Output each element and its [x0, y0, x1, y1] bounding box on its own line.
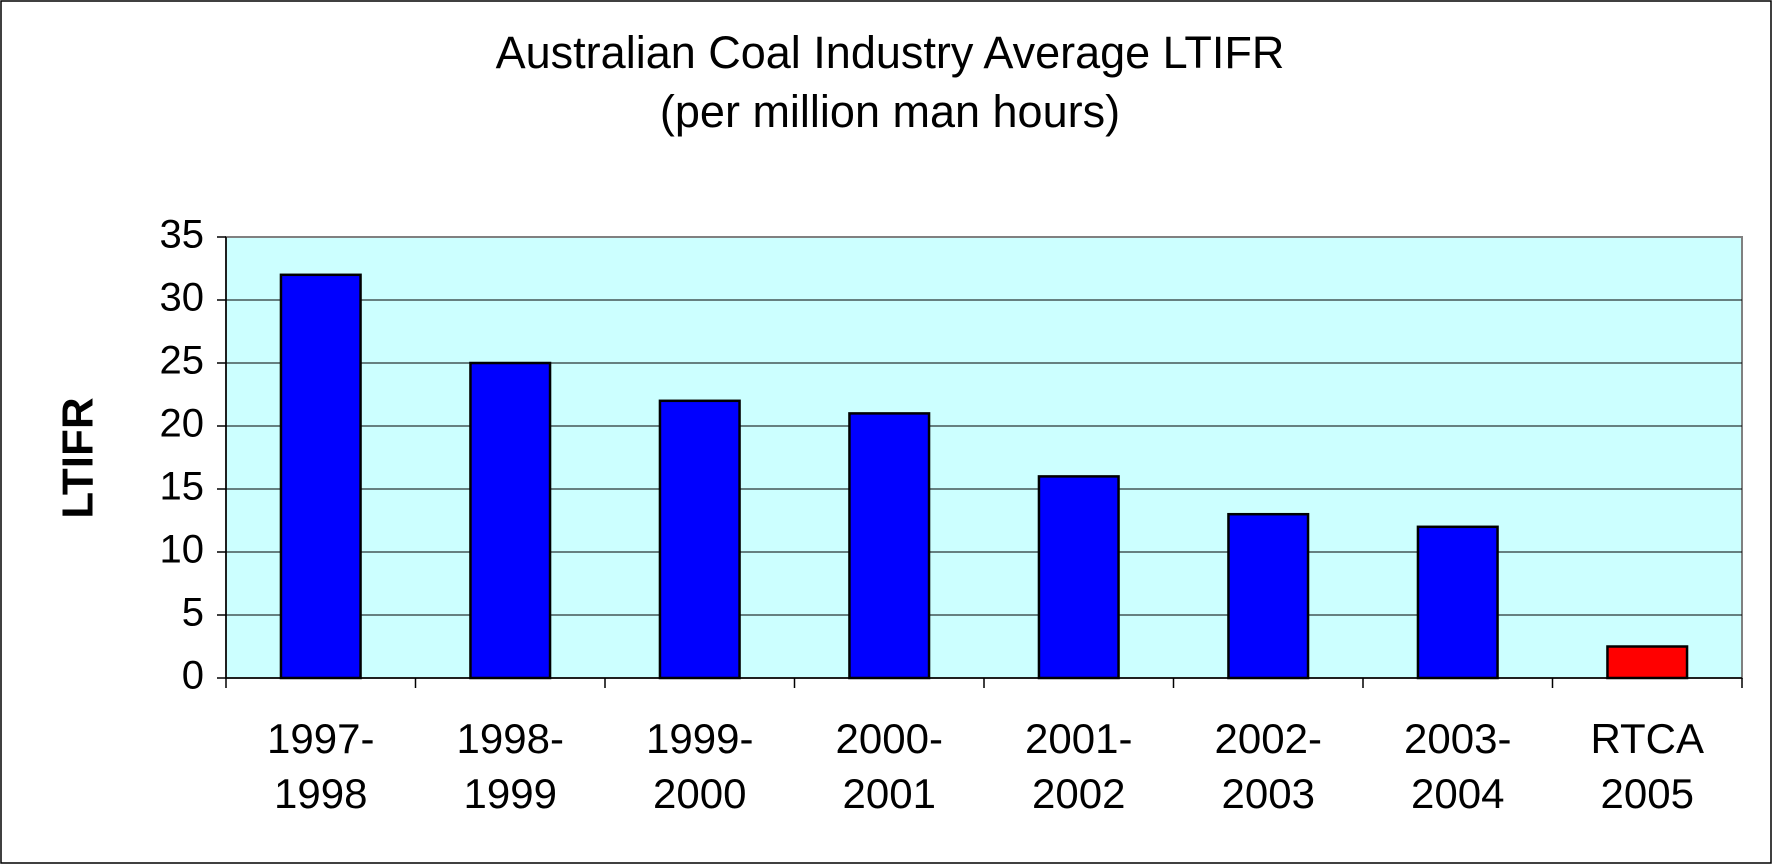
bar — [1606, 645, 1689, 680]
x-tick-label: 1998- — [457, 715, 564, 762]
x-tick-label: 2000- — [836, 715, 943, 762]
bar — [1227, 512, 1310, 680]
plot-area — [225, 236, 1743, 679]
x-tick-label: 2005 — [1601, 770, 1694, 817]
x-tick-label: 2003 — [1222, 770, 1315, 817]
bar — [279, 273, 362, 680]
x-tick-label: 2001 — [843, 770, 936, 817]
y-tick-label: 15 — [160, 465, 205, 509]
x-tick-label: 2002- — [1215, 715, 1322, 762]
chart-subtitle: (per million man hours) — [660, 86, 1120, 137]
chart-title: Australian Coal Industry Average LTIFR — [496, 27, 1285, 78]
bar — [1416, 525, 1499, 680]
y-axis-label: LTIFR — [54, 397, 103, 518]
x-tick-label: 2000 — [653, 770, 746, 817]
bar — [1037, 475, 1120, 680]
x-tick-label: 2004 — [1411, 770, 1504, 817]
bar — [848, 412, 931, 680]
y-tick-label: 5 — [182, 591, 204, 635]
x-tick-label: 2001- — [1025, 715, 1132, 762]
y-tick-label: 35 — [160, 213, 205, 257]
x-tick-label: 2003- — [1404, 715, 1511, 762]
y-tick-label: 30 — [160, 276, 205, 320]
x-tick-label: RTCA — [1590, 715, 1704, 762]
y-tick-label: 20 — [160, 402, 205, 446]
bar — [469, 361, 552, 680]
x-tick-label: 1999 — [464, 770, 557, 817]
x-tick-label: 1998 — [274, 770, 367, 817]
bar — [658, 399, 741, 680]
x-tick-label: 2002 — [1032, 770, 1125, 817]
x-tick-label: 1997- — [267, 715, 374, 762]
y-tick-label: 0 — [182, 654, 204, 698]
y-tick-label: 10 — [160, 528, 205, 572]
y-tick-label: 25 — [160, 339, 205, 383]
x-tick-label: 1999- — [646, 715, 753, 762]
